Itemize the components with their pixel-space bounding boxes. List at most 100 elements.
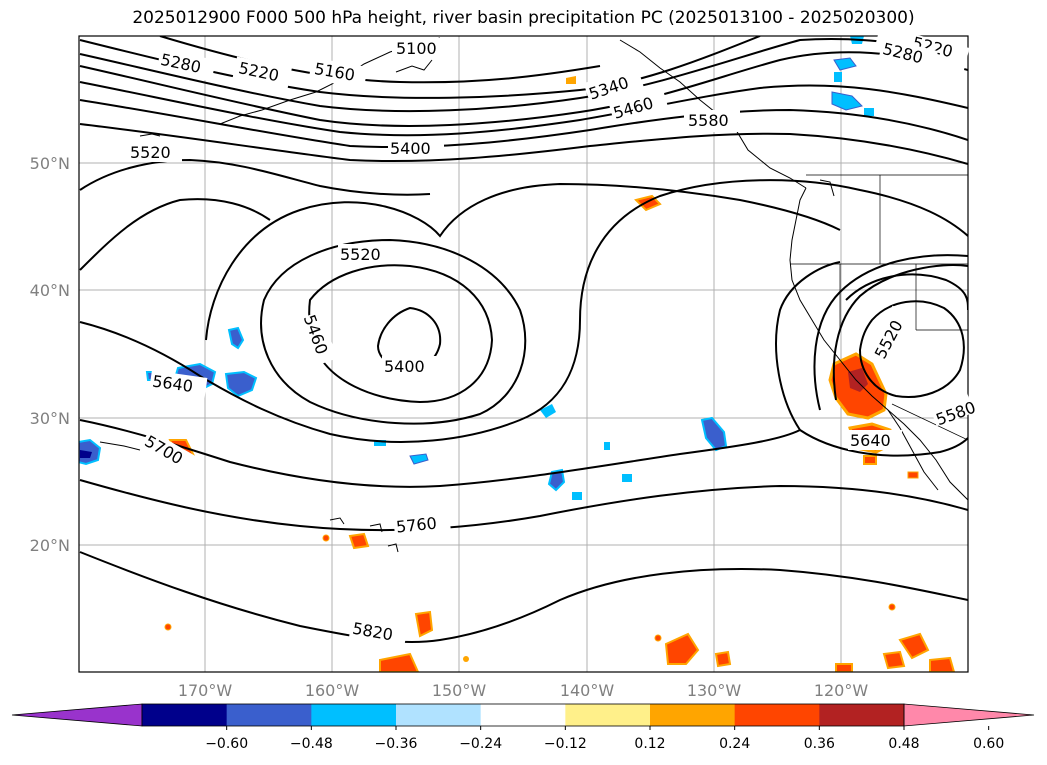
contour-label: 5580 (688, 111, 729, 130)
contour-5460 (79, 123, 968, 165)
contour-5760 (79, 479, 968, 532)
lon-label-160w: 160°W (305, 681, 360, 700)
contour-label: 5640 (850, 431, 891, 450)
colorbar-tick-label: −0.60 (205, 736, 248, 752)
colorbar-tick-label: 0.36 (804, 736, 835, 752)
colorbar-tick-label: 0.24 (719, 736, 750, 752)
contour-label: 5520 (130, 143, 171, 162)
precip-positive-area (929, 656, 956, 672)
contour-label: 5400 (384, 357, 425, 376)
precip-positive-area (714, 650, 732, 668)
coast-hawaii-kauai (329, 517, 345, 525)
colorbar-segment (650, 704, 736, 726)
lat-label-20n: 20°N (30, 536, 70, 555)
precip-positive-area (566, 76, 576, 84)
lon-label-170w: 170°W (178, 681, 233, 700)
colorbar-segment (142, 704, 228, 726)
colorbar-tick-label: −0.48 (290, 736, 333, 752)
latitude-axis: 50°N 40°N 30°N 20°N (30, 154, 70, 555)
colorbar-segment (226, 704, 312, 726)
colorbar-tick-label: 0.12 (634, 736, 665, 752)
colorbar-segment (734, 704, 820, 726)
coast-us-west (789, 187, 968, 501)
precip-positive-area (322, 534, 330, 542)
precip-positive-area (888, 603, 896, 611)
colorbar-segment (480, 704, 566, 726)
precip-negative-area (227, 326, 245, 350)
precip-positive-area (164, 623, 172, 631)
colorbar-tick-label: −0.12 (544, 736, 587, 752)
precip-positive-area (348, 532, 370, 550)
borders (790, 174, 968, 441)
contour-5700 (79, 419, 801, 488)
contour-5280 (79, 51, 968, 127)
precip-negative-area (224, 370, 258, 398)
precip-negative-area (834, 72, 842, 82)
contour-5100 (159, 36, 601, 84)
contour-5820 (79, 551, 968, 644)
lon-label-140w: 140°W (560, 681, 615, 700)
colorbar: −0.60 −0.48 −0.36 −0.24 −0.12 0.12 0.24 0.36 0.4… (11, 703, 1035, 752)
precip-negative-core (80, 450, 92, 458)
contour-5580-cutoff (845, 273, 968, 311)
contour-5700-south (799, 429, 968, 457)
lon-label-120w: 120°W (814, 681, 869, 700)
precip-negative-area (604, 442, 610, 450)
precip-negative-area (547, 468, 566, 492)
contour-5520-west (79, 158, 431, 196)
contour-5340 (79, 81, 968, 137)
precip-positive-area (654, 634, 662, 642)
contour-5700-cutoff (775, 261, 841, 431)
precip-positive-area (379, 652, 420, 672)
precip-negative-area (833, 57, 857, 71)
precip-positive-area (863, 455, 877, 465)
coast-vancouver-island (819, 179, 835, 197)
precip-positive-area (907, 471, 919, 479)
contour-5580-cutoff-west (832, 264, 968, 401)
precip-positive-area (835, 663, 853, 672)
map-title: 2025012900 F000 500 hPa height, river ba… (132, 8, 915, 28)
lon-label-150w: 150°W (432, 681, 487, 700)
precip-negative-area (700, 416, 728, 452)
contour-5580-west (79, 198, 271, 271)
longitude-axis: 170°W 160°W 150°W 140°W 130°W 120°W (178, 681, 869, 700)
precip-positive-area (414, 610, 434, 638)
precip-negative-area (409, 453, 429, 465)
contour-5220 (79, 37, 968, 113)
contour-5520-cutoff (858, 300, 965, 398)
coast-baja (887, 409, 939, 491)
precipitation-shading (79, 36, 956, 672)
coast-nw-islands (99, 441, 141, 451)
contour-5400 (79, 99, 968, 149)
coast-hawaii-big-island (387, 543, 399, 553)
precip-negative-area (572, 492, 582, 500)
colorbar-tick-label: 0.60 (973, 736, 1004, 752)
colorbar-extend-high (903, 703, 1035, 727)
colorbar-tick-label: −0.24 (459, 736, 502, 752)
precip-positive-area (898, 632, 930, 660)
colorbar-outline (141, 703, 905, 727)
precip-negative-area (622, 474, 632, 482)
precip-negative-area (831, 91, 863, 111)
contour-5520-low (260, 238, 527, 425)
border-us-mexico (891, 403, 968, 441)
precip-negative-area (864, 108, 874, 116)
colorbar-segment (311, 704, 397, 726)
coast-kodiak (395, 59, 433, 73)
colorbar-segment (565, 704, 651, 726)
lat-label-40n: 40°N (30, 281, 70, 300)
precip-negative-area (540, 404, 556, 418)
colorbar-segment (396, 704, 482, 726)
contour-label: 5400 (390, 139, 431, 158)
precip-positive-core (848, 368, 868, 392)
map-frame (78, 35, 969, 673)
contour-label: 5520 (340, 245, 381, 264)
lon-label-130w: 130°W (687, 681, 742, 700)
contour-5640 (79, 179, 968, 443)
contour-label: 5100 (396, 39, 437, 58)
contour-5580 (205, 182, 841, 341)
precip-positive-area (882, 650, 906, 670)
lat-label-30n: 30°N (30, 409, 70, 428)
contour-label: 5760 (395, 514, 437, 537)
